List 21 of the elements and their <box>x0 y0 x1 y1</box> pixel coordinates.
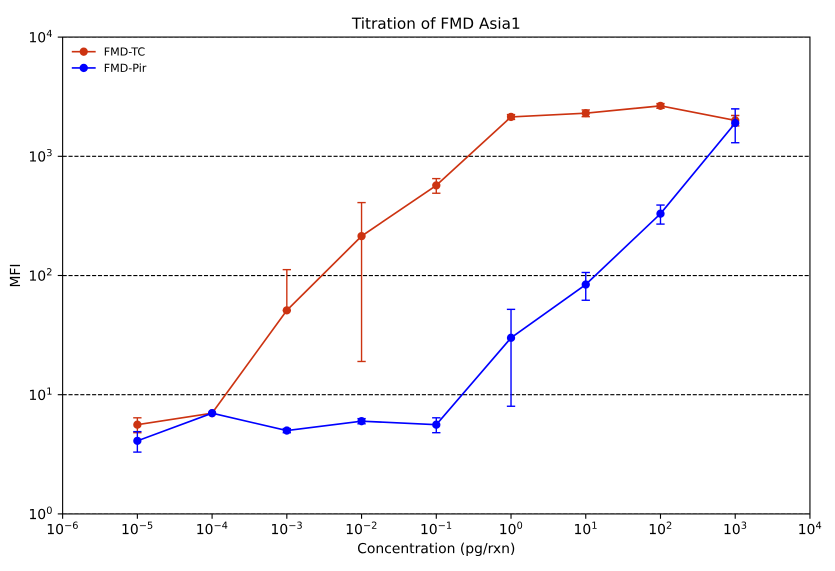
x-tick-label: 10$^{3}$ <box>724 522 746 534</box>
x-tick-label: 10$^{−3}$ <box>272 522 302 534</box>
x-tick-label: 10$^{−5}$ <box>122 522 152 534</box>
x-tick-label: 10$^{1}$ <box>575 522 597 534</box>
x-tick-label: 10$^{2}$ <box>650 522 672 534</box>
x-tick-label: 10$^{−4}$ <box>197 522 228 534</box>
x-tick-label: 10$^{4}$ <box>799 522 822 534</box>
legend-label: FMD-TC <box>104 47 145 56</box>
x-tick-label: 10$^{−6}$ <box>48 522 78 534</box>
x-tick-label: 10$^{0}$ <box>500 522 522 534</box>
y-tick-label: 10$^{2}$ <box>30 268 52 281</box>
y-tick-label: 10$^{0}$ <box>30 506 52 520</box>
y-tick-label: 10$^{4}$ <box>30 30 52 42</box>
legend-label: FMD-Pir <box>104 63 146 72</box>
y-tick-label: 10$^{3}$ <box>30 148 52 162</box>
x-tick-label: 10$^{−2}$ <box>346 522 376 534</box>
y-axis-title: MFI <box>10 264 20 286</box>
x-tick-label: 10$^{−1}$ <box>421 522 452 534</box>
chart-title: Titration of FMD Asia1 <box>352 17 520 29</box>
x-axis-title: Concentration (pg/rxn) <box>358 542 514 556</box>
y-tick-label: 10$^{1}$ <box>30 387 52 400</box>
